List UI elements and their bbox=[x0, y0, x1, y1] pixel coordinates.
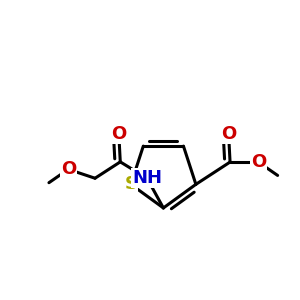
Text: O: O bbox=[221, 125, 236, 143]
Text: O: O bbox=[251, 153, 266, 171]
Text: NH: NH bbox=[132, 169, 162, 187]
Text: O: O bbox=[61, 160, 76, 178]
Text: O: O bbox=[111, 125, 126, 143]
Text: S: S bbox=[124, 175, 137, 193]
